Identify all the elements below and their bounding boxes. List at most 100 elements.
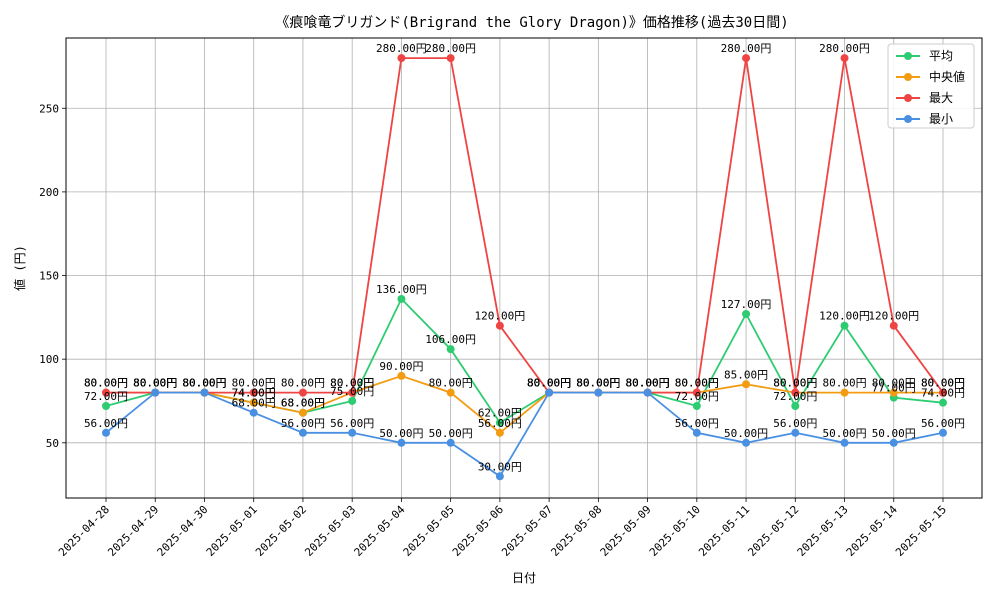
data-label: 80.00円 (281, 377, 325, 390)
data-point (692, 402, 701, 410)
data-point (889, 438, 898, 447)
data-point (102, 428, 110, 437)
data-point (495, 472, 504, 481)
data-point (840, 438, 849, 447)
data-point (791, 402, 800, 410)
series-line (106, 57, 944, 394)
data-point (249, 398, 258, 407)
data-label: 80.00円 (527, 377, 571, 390)
y-tick-label: 200 (39, 186, 59, 199)
data-point (495, 418, 504, 427)
y-tick-label: 150 (39, 270, 59, 283)
series-layer (102, 54, 947, 481)
data-label: 74.00円 (921, 387, 965, 400)
data-point (742, 438, 751, 447)
grid-layer (66, 38, 982, 498)
data-label: 80.00円 (133, 377, 177, 390)
data-label: 120.00円 (475, 310, 526, 323)
data-point (495, 321, 504, 330)
data-label: 68.00円 (232, 397, 276, 410)
legend-box (887, 43, 975, 129)
data-point (397, 294, 406, 303)
data-label: 30.00円 (478, 460, 522, 473)
data-label: 80.00円 (626, 377, 670, 390)
plot-frame (65, 37, 983, 499)
data-label: 80.00円 (133, 377, 177, 390)
data-label: 80.00円 (675, 377, 719, 390)
data-point (200, 388, 209, 397)
legend-label: 最大 (929, 91, 953, 105)
data-label: 127.00円 (721, 298, 772, 311)
legend-label: 最小 (929, 112, 953, 126)
data-point (889, 388, 898, 397)
data-label: 280.00円 (425, 42, 476, 55)
data-point (692, 388, 701, 397)
data-point (446, 54, 455, 63)
data-label: 50.00円 (724, 427, 768, 440)
data-label: 280.00円 (721, 42, 772, 55)
data-label: 80.00円 (182, 377, 226, 390)
y-tick-label: 100 (39, 353, 59, 366)
data-label: 80.00円 (84, 377, 128, 390)
data-label: 80.00円 (527, 377, 571, 390)
data-label: 80.00円 (133, 377, 177, 390)
data-label: 80.00円 (330, 377, 374, 390)
data-point (742, 310, 751, 318)
data-point (545, 388, 554, 397)
data-point (889, 321, 898, 330)
legend-label: 中央値 (929, 69, 965, 84)
data-point (939, 428, 947, 437)
y-tick-label: 250 (39, 102, 59, 115)
data-point (298, 388, 307, 397)
data-point (102, 388, 110, 397)
data-point (348, 388, 357, 397)
series-line (105, 391, 944, 478)
data-label: 90.00円 (379, 360, 423, 373)
legend-marker (904, 115, 912, 123)
data-point (249, 388, 258, 397)
data-label: 75.00円 (330, 385, 374, 398)
data-label: 80.00円 (330, 377, 374, 390)
data-label: 74.00円 (232, 387, 276, 400)
data-point (840, 388, 849, 397)
data-point (692, 428, 701, 437)
data-label: 106.00円 (425, 333, 476, 346)
data-label: 80.00円 (921, 377, 965, 390)
data-label: 72.00円 (773, 390, 817, 403)
data-point (939, 398, 947, 407)
legend-marker (904, 52, 912, 60)
data-label: 56.00円 (330, 417, 374, 430)
data-label: 80.00円 (527, 377, 571, 390)
data-point (446, 438, 455, 447)
data-label: 56.00円 (675, 417, 719, 430)
data-point (495, 428, 504, 437)
data-label: 80.00円 (626, 377, 670, 390)
data-label: 80.00円 (527, 377, 571, 390)
data-label: 80.00円 (675, 377, 719, 390)
series-line (106, 374, 943, 434)
data-label: 80.00円 (822, 377, 866, 390)
data-label: 80.00円 (773, 377, 817, 390)
data-label: 80.00円 (626, 377, 670, 390)
data-label: 62.00円 (478, 407, 522, 420)
data-point (446, 388, 455, 397)
legend-marker (904, 94, 912, 102)
data-label: 280.00円 (819, 42, 870, 55)
data-label: 72.00円 (84, 390, 128, 403)
data-label: 50.00円 (429, 427, 473, 440)
x-axis-label: 日付 (512, 571, 536, 585)
data-point (151, 388, 160, 397)
legend-label: 平均 (929, 49, 953, 63)
data-label: 74.00円 (232, 387, 276, 400)
data-point (643, 388, 652, 397)
data-label: 85.00円 (724, 368, 768, 381)
data-label: 280.00円 (376, 42, 427, 55)
data-label: 80.00円 (232, 377, 276, 390)
data-label: 80.00円 (921, 377, 965, 390)
data-point (742, 380, 751, 389)
data-label: 80.00円 (182, 377, 226, 390)
chart-title: 《痕喰竜ブリガンド(Brigrand the Glory Dragon)》価格推… (275, 14, 788, 31)
data-label: 56.00円 (478, 417, 522, 430)
data-point (298, 408, 307, 417)
